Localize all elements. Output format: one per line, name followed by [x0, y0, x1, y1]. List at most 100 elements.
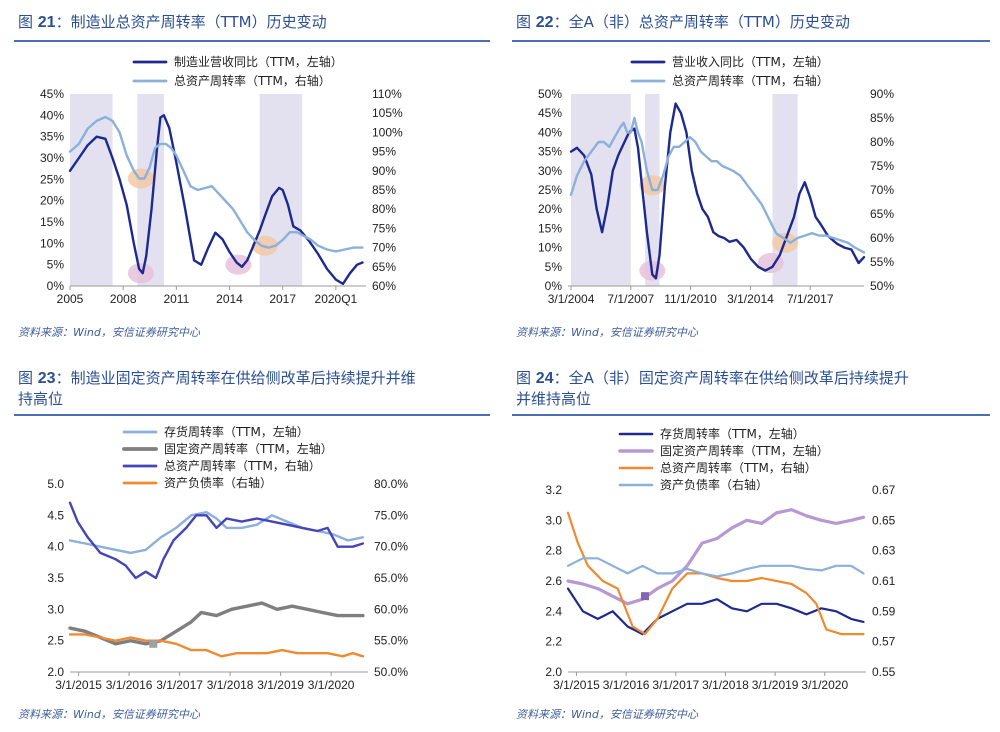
y-right-tick-label: 55% [870, 255, 894, 269]
x-tick-label: 3/1/2018 [207, 678, 254, 692]
x-tick-label: 3/1/2015 [55, 678, 102, 692]
y-right-tick-label: 70% [870, 183, 894, 197]
shaded-period-0 [571, 94, 631, 286]
series-line-0 [569, 102, 866, 280]
y-left-tick-label: 20% [538, 202, 562, 216]
y-left-tick-label: 50% [538, 87, 562, 101]
y-left-tick-label: 0% [545, 279, 563, 293]
series-line-1 [68, 115, 364, 253]
chart-21: 0% 5% 10% 15% 20% 25% 30% 35% 40% 45% 60% 65% 70% 75%… [40, 54, 403, 306]
y-right-tick-label: 55.0% [374, 634, 408, 648]
y-left-tick-label: 25% [538, 183, 562, 197]
y-right-tick-label: 95% [372, 145, 396, 159]
y-right-tick-label: 75% [870, 159, 894, 173]
y-left-tick-label: 2.8 [545, 544, 562, 558]
y-right-tick-label: 60.0% [374, 602, 408, 616]
chart-22-title: 图 22：全A（非）总资产周转率（TTM）历史变动 [516, 13, 850, 31]
x-tick-label: 3/1/2017 [156, 678, 203, 692]
marker-square [640, 592, 649, 601]
series-line-1 [569, 116, 866, 254]
series-line-3 [68, 633, 365, 658]
chart-21-rule [14, 40, 490, 42]
highlight-marker-1 [127, 263, 154, 284]
y-right-tick-label: 90% [372, 164, 396, 178]
x-tick-label: 3/1/2004 [548, 292, 595, 306]
chart-24-source: 资料来源：Wind，安信证券研究中心 [516, 708, 698, 721]
series-line-3 [566, 557, 865, 578]
legend-label-3: 资产负债率（右轴） [164, 475, 272, 490]
y-right-tick-label: 100% [372, 125, 403, 139]
y-right-tick-label: 0.65 [872, 513, 896, 527]
y-right-tick-label: 65% [870, 207, 894, 221]
y-left-tick-label: 3.0 [545, 513, 562, 527]
y-left-tick-label: 4.5 [47, 508, 64, 522]
series-line-1 [68, 601, 365, 646]
x-tick-label: 3/1/2016 [603, 678, 650, 692]
shaded-period-2 [772, 94, 798, 286]
chart-24-title: 图 24：全A（非）固定资产周转率在供给侧改革后持续提升 并维持高位 [516, 369, 909, 408]
y-right-tick-label: 110% [372, 87, 402, 101]
chart-22: 0% 5% 10% 15% 20% 25% 30% 35% 40% 45% 50% 50% 55% 60%… [538, 54, 894, 306]
y-right-tick-label: 0.67 [872, 483, 896, 497]
x-tick-label: 2011 [163, 292, 189, 306]
legend-label-0: 存货周转率（TTM，左轴） [164, 424, 309, 439]
y-right-tick-label: 80% [870, 135, 894, 149]
y-left-tick-label: 4.0 [47, 540, 64, 554]
y-right-tick-label: 80% [372, 202, 396, 216]
y-right-tick-label: 50% [870, 279, 894, 293]
y-right-tick-label: 0.61 [872, 574, 896, 588]
y-right-tick-label: 60% [870, 231, 894, 245]
x-tick-label: 7/1/2007 [607, 292, 654, 306]
x-tick-label: 3/1/2014 [727, 292, 774, 306]
y-left-tick-label: 3.2 [545, 483, 562, 497]
series-line-2 [68, 501, 365, 580]
chart-21-title: 图 21：制造业总资产周转率（TTM）历史变动 [18, 13, 327, 31]
y-left-tick-label: 35% [40, 130, 64, 144]
marker-square [149, 639, 158, 648]
y-left-tick-label: 30% [40, 151, 64, 165]
series-line-0 [566, 587, 865, 636]
y-left-tick-label: 30% [538, 164, 562, 178]
legend-label-2: 总资产周转率（TTM，右轴） [660, 460, 817, 475]
y-right-tick-label: 65% [372, 260, 396, 274]
legend-label-1: 固定资产周转率（TTM，左轴） [660, 443, 829, 458]
series-line-0 [68, 510, 365, 555]
y-left-tick-label: 10% [538, 241, 562, 255]
y-left-tick-label: 2.2 [545, 635, 562, 649]
x-tick-label: 7/1/2017 [787, 292, 834, 306]
y-right-tick-label: 70.0% [374, 540, 408, 554]
series-line-2 [566, 511, 865, 636]
y-right-tick-label: 90% [870, 87, 894, 101]
chart-24: 2.0 2.2 2.4 2.6 2.8 3.0 3.2 0.55 0.57 0.59 0.61 0.6… [545, 426, 896, 692]
y-right-tick-label: 85% [870, 111, 894, 125]
y-right-tick-label: 75% [372, 221, 396, 235]
y-right-tick-label: 0.63 [872, 544, 896, 558]
legend-label-1: 固定资产周转率（TTM，左轴） [164, 441, 333, 456]
y-left-tick-label: 15% [538, 221, 562, 235]
x-tick-label: 3/1/2015 [553, 678, 600, 692]
chart-22-source: 资料来源：Wind，安信证券研究中心 [516, 326, 698, 339]
y-right-tick-label: 75.0% [374, 508, 408, 522]
y-left-tick-label: 5.0 [47, 477, 64, 491]
legend-label-1: 总资产周转率（TTM，右轴） [174, 73, 331, 88]
x-tick-label: 2020Q1 [315, 292, 358, 306]
y-right-tick-label: 50.0% [374, 665, 408, 679]
legend-label-2: 总资产周转率（TTM，右轴） [164, 458, 321, 473]
x-tick-label: 2008 [110, 292, 137, 306]
y-right-tick-label: 70% [372, 241, 396, 255]
y-right-tick-label: 105% [372, 106, 403, 120]
chart-23-rule [14, 414, 490, 416]
legend-label-0: 存货周转率（TTM，左轴） [660, 426, 805, 441]
x-tick-label: 3/1/2019 [257, 678, 304, 692]
y-left-tick-label: 2.6 [545, 574, 562, 588]
chart-24-rule [512, 414, 990, 416]
y-right-tick-label: 0.59 [872, 604, 896, 618]
chart-23-title: 图 23：制造业固定资产周转率在供给侧改革后持续提升并维 持高位 [18, 369, 416, 408]
y-left-tick-label: 45% [40, 87, 64, 101]
legend-label-3: 资产负债率（右轴） [660, 477, 768, 492]
y-left-tick-label: 25% [40, 172, 64, 186]
y-right-tick-label: 85% [372, 183, 396, 197]
y-right-tick-label: 60% [372, 279, 396, 293]
y-left-tick-label: 0% [47, 279, 65, 293]
y-left-tick-label: 45% [538, 106, 562, 120]
